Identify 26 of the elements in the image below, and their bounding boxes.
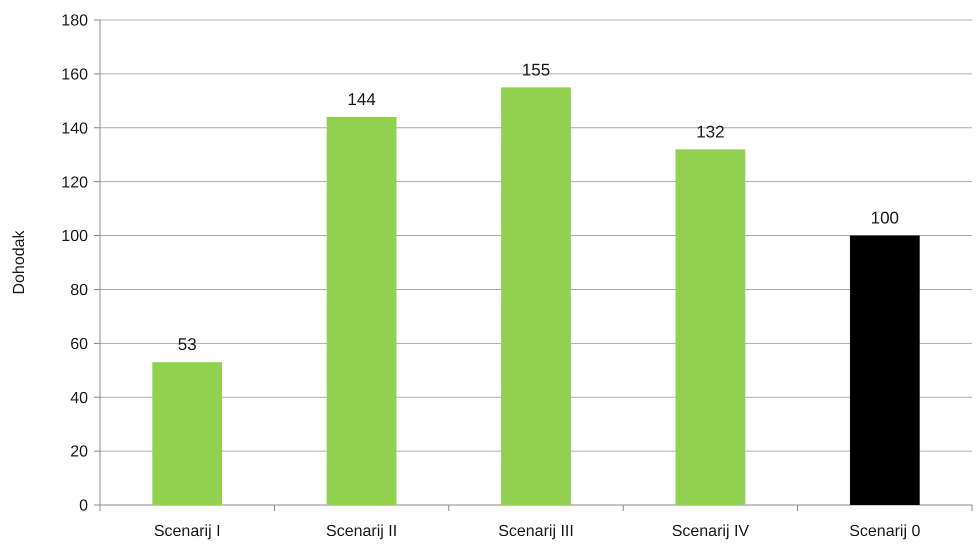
bar [152, 362, 222, 505]
data-label: 53 [178, 335, 197, 354]
y-tick-label: 0 [79, 498, 88, 515]
x-tick-label: Scenarij 0 [849, 523, 920, 540]
y-axis-title: Dohodak [11, 229, 28, 295]
y-tick-label: 180 [61, 12, 88, 30]
y-tick-label: 20 [70, 444, 88, 461]
bar [326, 117, 396, 505]
x-tick-label: Scenarij IV [672, 523, 750, 540]
x-tick-label: Scenarij I [154, 523, 221, 540]
y-tick-label: 140 [61, 120, 88, 138]
bar [501, 87, 571, 505]
data-label: 132 [696, 122, 725, 142]
y-tick-label: 60 [70, 336, 88, 353]
data-label: 100 [870, 208, 899, 228]
bar [850, 236, 920, 505]
bar [676, 149, 746, 505]
y-tick-label: 80 [70, 282, 88, 300]
y-tick-label: 160 [61, 66, 88, 84]
y-tick-label: 40 [70, 390, 88, 407]
data-label: 155 [522, 60, 550, 80]
x-tick-label: Scenarij III [498, 523, 574, 540]
y-tick-label: 100 [61, 228, 88, 246]
data-label: 144 [347, 90, 376, 109]
y-tick-label: 120 [61, 174, 88, 192]
x-tick-label: Scenarij II [326, 523, 398, 540]
